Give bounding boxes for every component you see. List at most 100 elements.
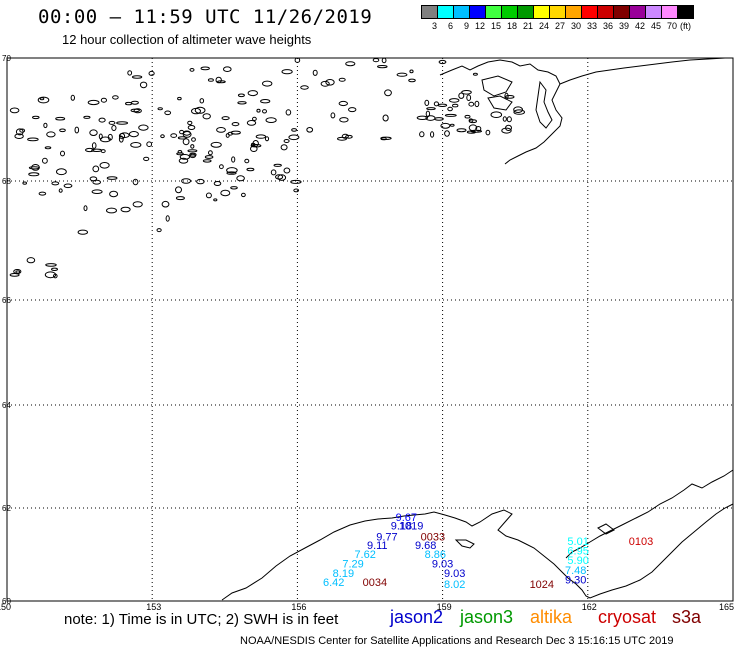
legend-swatch — [437, 5, 454, 19]
lake-outline — [132, 178, 139, 186]
lake-outline — [430, 131, 435, 138]
lake-outline — [108, 120, 116, 125]
ice-lakes — [9, 57, 526, 279]
lake-outline — [221, 116, 230, 121]
lake-outline — [127, 70, 133, 76]
lake-outline — [246, 120, 257, 126]
lake-outline — [338, 77, 346, 82]
lake-outline — [490, 111, 503, 118]
legend-label: 21 — [522, 21, 533, 31]
lake-outline — [264, 136, 270, 142]
lake-outline — [27, 137, 39, 142]
legend-unit: (ft) — [680, 21, 691, 31]
wave-height-label: 8.86 — [425, 549, 446, 561]
lake-outline — [70, 94, 76, 101]
lake-outline — [345, 134, 353, 139]
lake-outline — [210, 141, 222, 148]
lake-outline — [293, 188, 300, 193]
lake-outline — [283, 167, 291, 174]
lat-tick-label: 66 — [2, 296, 11, 305]
lake-outline — [380, 136, 392, 141]
lon-tick-label: 150 — [0, 602, 11, 612]
lake-outline — [219, 164, 224, 170]
lake-outline — [190, 144, 195, 149]
legend-label: 70 — [666, 21, 677, 31]
lake-outline — [348, 107, 357, 113]
lake-outline — [165, 215, 170, 222]
lake-outline — [56, 168, 67, 176]
footer-credit: NOAA/NESDIS Center for Satellite Applica… — [240, 635, 674, 647]
lake-outline — [300, 85, 309, 90]
lon-tick-label: 162 — [582, 602, 597, 612]
lake-outline — [468, 101, 475, 107]
satellite-name: cryosat — [598, 607, 657, 627]
lake-outline — [280, 144, 288, 151]
lake-outline — [176, 152, 184, 156]
wave-height-label: 5.01 — [567, 536, 588, 548]
lake-outline — [226, 167, 238, 174]
wave-height-label: 8.19 — [333, 568, 354, 580]
lake-outline — [281, 69, 293, 75]
coastline-north — [439, 59, 563, 165]
lat-tick-label: 64 — [2, 401, 11, 410]
lake-outline — [112, 95, 119, 100]
lake-outline — [416, 115, 429, 121]
lake-outline — [99, 162, 110, 169]
lake-outline — [199, 98, 205, 104]
lake-outline — [294, 57, 301, 63]
lake-outline — [384, 89, 392, 97]
lake-outline — [51, 267, 58, 271]
lake-outline — [472, 72, 478, 76]
lake-outline — [230, 186, 238, 190]
lake-outline — [288, 134, 300, 141]
lake-outline — [26, 257, 36, 264]
satellite-name: jason2 — [390, 607, 444, 627]
legend-swatch — [581, 5, 598, 19]
lake-outline — [447, 106, 453, 112]
satellite-name: s3a — [672, 607, 702, 627]
lake-outline — [175, 196, 185, 201]
lake-outline — [148, 70, 155, 76]
lake-outline — [189, 152, 197, 157]
lake-outline — [132, 201, 143, 208]
axis-labels: 150 153 156 159 162 165 70 68 66 64 62 60 — [0, 54, 734, 612]
wave-height-label: 7.29 — [342, 559, 363, 571]
bay — [487, 95, 513, 111]
lake-outline — [220, 189, 231, 197]
lake-outline — [265, 117, 277, 123]
lake-outline — [205, 192, 212, 199]
wave-height-label: 7.62 — [354, 549, 375, 561]
lake-outline — [433, 101, 439, 107]
lake-outline — [138, 124, 149, 131]
lake-outline — [226, 171, 237, 175]
lake-outline — [485, 129, 491, 136]
lake-outline — [408, 78, 416, 83]
legend-label: 18 — [506, 21, 517, 31]
lake-outline — [77, 229, 89, 235]
lake-outline — [424, 99, 430, 107]
color-legend-labels: 3 6 9 12 15 18 21 24 27 30 33 36 39 42 45 70 (ft) — [421, 21, 691, 31]
lake-outline — [74, 126, 80, 134]
lake-outline — [143, 156, 150, 162]
legend-swatch — [613, 5, 630, 19]
lake-outline — [44, 146, 52, 150]
lake-outline — [255, 134, 267, 139]
lake-outline — [191, 137, 196, 142]
lake-outline — [260, 99, 271, 104]
lon-tick-label: 153 — [146, 602, 161, 612]
lake-outline — [177, 96, 182, 101]
lake-outline — [320, 80, 330, 87]
lake-outline — [99, 136, 111, 143]
coastline-north-east — [559, 57, 726, 85]
legend-swatch — [485, 5, 502, 19]
legend-label: 12 — [474, 21, 485, 31]
wave-height-label: 1024 — [530, 579, 554, 591]
legend-label: 3 — [431, 21, 437, 31]
coastline-south — [221, 469, 734, 601]
lake-outline — [231, 122, 240, 127]
satellite-name: jason3 — [460, 607, 514, 627]
lake-outline — [468, 119, 477, 124]
lake-outline — [231, 156, 236, 163]
lake-outline — [196, 178, 205, 185]
lake-outline — [505, 95, 515, 99]
